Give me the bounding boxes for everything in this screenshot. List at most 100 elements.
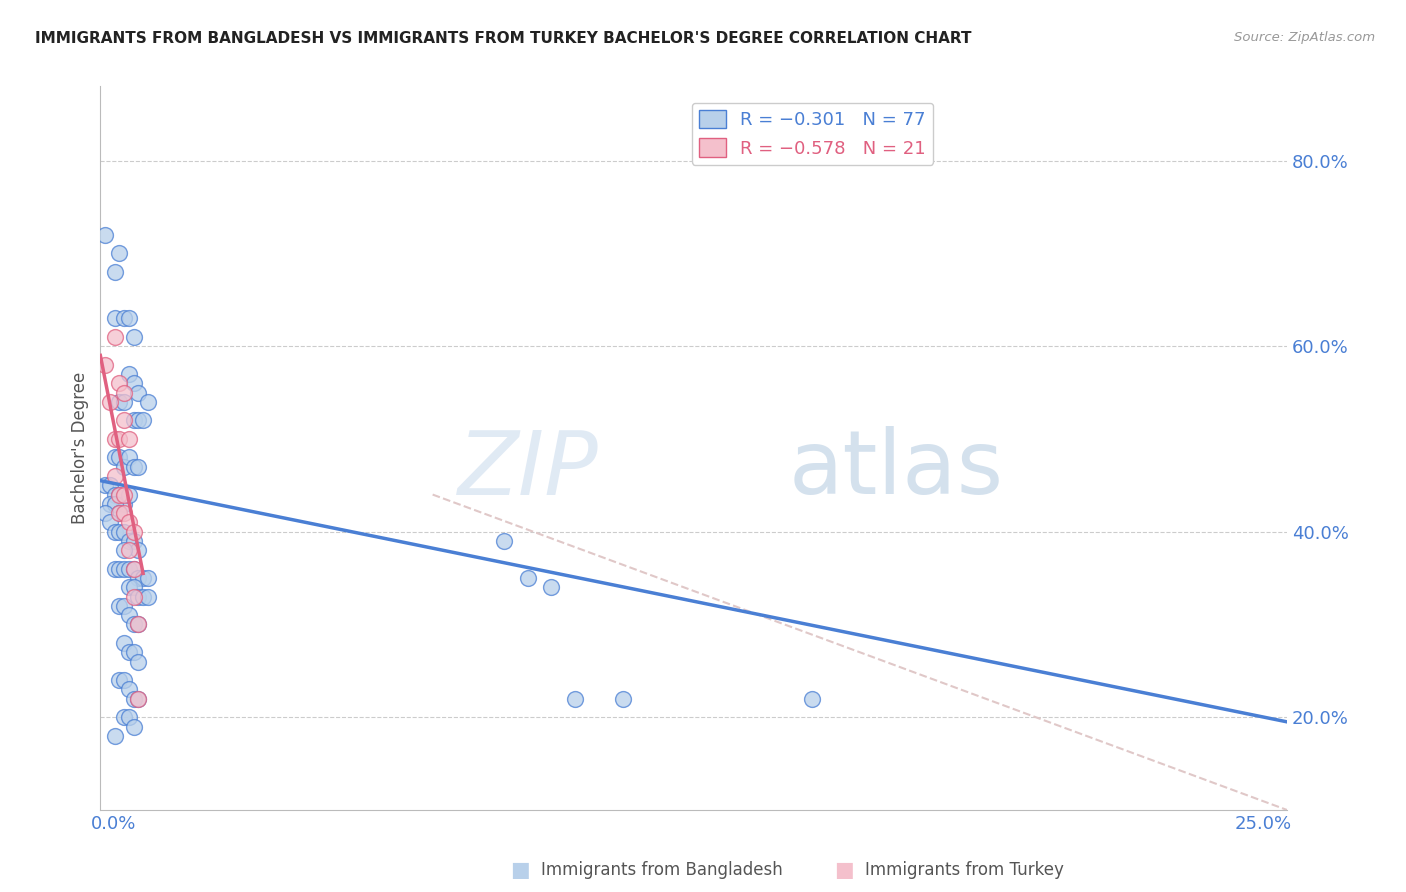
Point	[132, 590, 155, 604]
Point	[127, 655, 149, 669]
Point	[122, 376, 145, 391]
Point	[122, 330, 145, 344]
Point	[108, 562, 131, 576]
Point	[108, 376, 131, 391]
Point	[108, 487, 131, 501]
Point	[94, 478, 117, 492]
Point	[108, 599, 131, 613]
Point	[612, 691, 634, 706]
Point	[127, 385, 149, 400]
Point	[118, 562, 141, 576]
Point	[136, 571, 159, 585]
Point	[118, 367, 141, 381]
Point	[104, 729, 127, 743]
Point	[127, 571, 149, 585]
Point	[122, 413, 145, 427]
Point	[118, 516, 141, 530]
Text: 25.0%: 25.0%	[1234, 814, 1292, 832]
Point	[112, 487, 135, 501]
Point	[122, 590, 145, 604]
Point	[127, 459, 149, 474]
Point	[108, 487, 131, 501]
Point	[136, 394, 159, 409]
Point	[104, 562, 127, 576]
Point	[122, 562, 145, 576]
Point	[118, 645, 141, 659]
Point	[122, 719, 145, 733]
Point	[108, 524, 131, 539]
Point	[118, 710, 141, 724]
Point	[112, 673, 135, 687]
Text: IMMIGRANTS FROM BANGLADESH VS IMMIGRANTS FROM TURKEY BACHELOR'S DEGREE CORRELATI: IMMIGRANTS FROM BANGLADESH VS IMMIGRANTS…	[35, 31, 972, 46]
Text: Immigrants from Turkey: Immigrants from Turkey	[865, 861, 1063, 879]
Point	[108, 506, 131, 520]
Point	[118, 432, 141, 446]
Point	[108, 506, 131, 520]
Point	[108, 246, 131, 260]
Point	[94, 227, 117, 242]
Point	[118, 487, 141, 501]
Point	[112, 394, 135, 409]
Text: atlas: atlas	[789, 426, 1004, 514]
Point	[122, 533, 145, 548]
Point	[112, 710, 135, 724]
Text: Immigrants from Bangladesh: Immigrants from Bangladesh	[541, 861, 783, 879]
Point	[127, 691, 149, 706]
Point	[104, 524, 127, 539]
Point	[104, 311, 127, 326]
Point	[127, 413, 149, 427]
Point	[127, 617, 149, 632]
Point	[112, 385, 135, 400]
Text: ■: ■	[834, 860, 853, 880]
Point	[122, 580, 145, 594]
Point	[492, 533, 515, 548]
Point	[108, 450, 131, 465]
Point	[112, 459, 135, 474]
Point	[127, 590, 149, 604]
Point	[118, 580, 141, 594]
Point	[104, 469, 127, 483]
Point	[104, 265, 127, 279]
Point	[94, 506, 117, 520]
Point	[132, 571, 155, 585]
Point	[104, 497, 127, 511]
Point	[112, 599, 135, 613]
Point	[564, 691, 586, 706]
Point	[118, 543, 141, 558]
Point	[108, 673, 131, 687]
Text: Source: ZipAtlas.com: Source: ZipAtlas.com	[1234, 31, 1375, 45]
Point	[112, 524, 135, 539]
Point	[104, 330, 127, 344]
Point	[112, 562, 135, 576]
Point	[108, 394, 131, 409]
Point	[122, 524, 145, 539]
Point	[127, 617, 149, 632]
Y-axis label: Bachelor's Degree: Bachelor's Degree	[72, 372, 89, 524]
Point	[112, 506, 135, 520]
Point	[112, 543, 135, 558]
Point	[122, 617, 145, 632]
Point	[112, 636, 135, 650]
Point	[122, 459, 145, 474]
Point	[118, 533, 141, 548]
Point	[136, 590, 159, 604]
Point	[104, 432, 127, 446]
Point	[112, 311, 135, 326]
Point	[127, 691, 149, 706]
Point	[108, 432, 131, 446]
Point	[98, 497, 121, 511]
Point	[540, 580, 562, 594]
Point	[127, 543, 149, 558]
Point	[104, 450, 127, 465]
Point	[98, 516, 121, 530]
Point	[112, 413, 135, 427]
Point	[104, 487, 127, 501]
Point	[801, 691, 824, 706]
Text: ■: ■	[510, 860, 530, 880]
Point	[118, 608, 141, 623]
Point	[98, 394, 121, 409]
Point	[122, 645, 145, 659]
Point	[516, 571, 538, 585]
Point	[112, 497, 135, 511]
Point	[118, 450, 141, 465]
